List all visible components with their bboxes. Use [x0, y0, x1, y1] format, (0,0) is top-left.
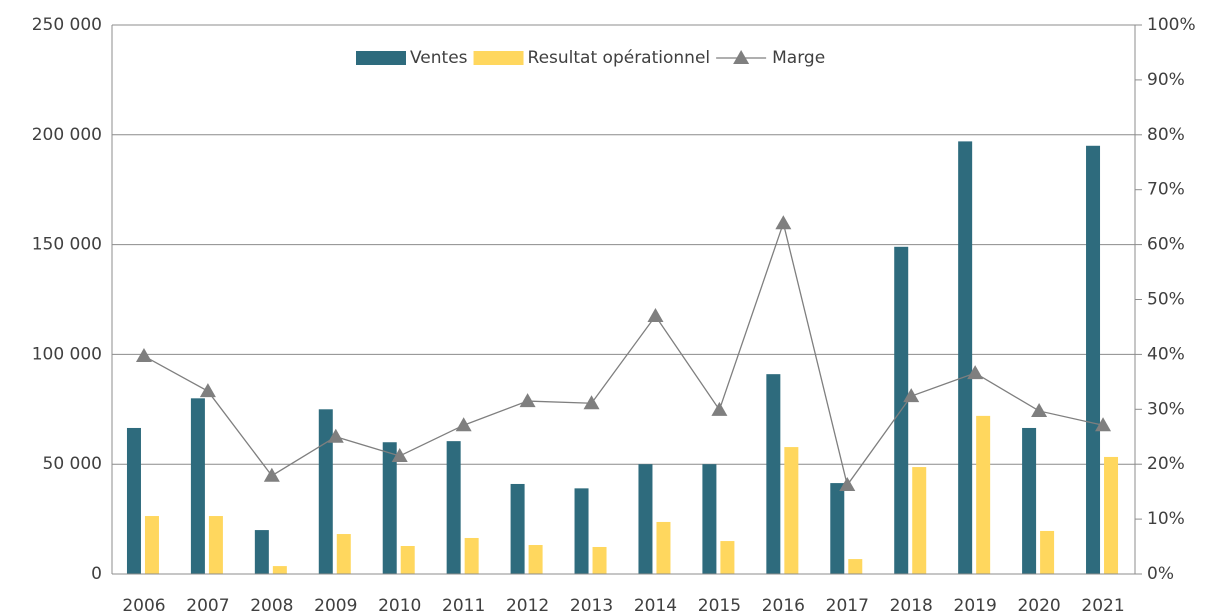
line-marker [263, 467, 280, 482]
bar [848, 559, 863, 574]
bar [382, 442, 397, 574]
y-tick-label: 100 000 [32, 344, 102, 364]
bar [1086, 145, 1101, 574]
bar [336, 534, 351, 574]
y-tick-label: 0 [91, 564, 102, 584]
x-tick-label: 2011 [442, 596, 485, 614]
bar [702, 464, 717, 574]
bar [784, 447, 799, 574]
y2-tick-label: 90% [1147, 70, 1185, 90]
y2-tick-label: 30% [1147, 399, 1185, 419]
bar [446, 441, 461, 574]
y-tick-label: 150 000 [32, 235, 102, 255]
x-tick-label: 2019 [954, 596, 997, 614]
line-marker [1031, 402, 1048, 417]
bar [318, 409, 333, 574]
bar [208, 516, 223, 574]
x-tick-label: 2008 [250, 596, 293, 614]
x-tick-label: 2010 [378, 596, 421, 614]
y2-tick-label: 40% [1147, 344, 1185, 364]
y-tick-label: 250 000 [32, 15, 102, 35]
x-tick-label: 2013 [570, 596, 613, 614]
legend-marker [733, 50, 750, 64]
bar [510, 483, 525, 574]
x-tick-label: 2018 [890, 596, 933, 614]
x-tick-label: 2021 [1081, 596, 1124, 614]
line-marker [711, 401, 728, 416]
y2-tick-label: 50% [1147, 290, 1185, 310]
bar [1022, 427, 1037, 574]
bar [830, 483, 845, 574]
bar [528, 545, 543, 574]
legend-label: Marge [772, 48, 825, 68]
line-marker [391, 447, 408, 462]
x-tick-label: 2012 [506, 596, 549, 614]
bar [1104, 456, 1119, 574]
legend-swatch [473, 51, 524, 65]
bar [272, 566, 287, 574]
x-tick-label: 2015 [698, 596, 741, 614]
bar [912, 467, 927, 574]
bar [574, 488, 589, 574]
legend-label: Ventes [410, 48, 468, 68]
legend-swatch [356, 51, 406, 65]
y2-tick-label: 80% [1147, 125, 1185, 145]
y-tick-label: 50 000 [43, 454, 102, 474]
line [143, 220, 1104, 487]
line-marker [903, 388, 920, 403]
bar [254, 530, 269, 574]
bar [656, 521, 671, 574]
bar [638, 464, 653, 574]
line-marker [135, 348, 152, 363]
bar [976, 415, 991, 574]
bar [766, 374, 781, 574]
line-marker [199, 383, 216, 398]
bar [958, 141, 973, 574]
y2-tick-label: 60% [1147, 235, 1185, 255]
y2-tick-label: 20% [1147, 454, 1185, 474]
y2-tick-label: 0% [1147, 564, 1174, 584]
line-marker [583, 395, 600, 410]
bar [464, 537, 479, 574]
x-tick-label: 2007 [186, 596, 229, 614]
line-marker [967, 365, 984, 380]
x-tick-label: 2014 [634, 596, 677, 614]
line-marker [327, 428, 344, 443]
line-marker [775, 215, 792, 230]
line-marker [839, 477, 856, 492]
legend-label: Resultat opérationnel [528, 48, 711, 68]
x-tick-label: 2009 [314, 596, 357, 614]
line-marker [519, 393, 536, 408]
bar [400, 546, 415, 574]
y2-tick-label: 10% [1147, 509, 1185, 529]
line-marker [1095, 417, 1112, 432]
y-tick-label: 200 000 [32, 125, 102, 145]
y2-tick-label: 100% [1147, 15, 1196, 35]
x-tick-label: 2020 [1017, 596, 1060, 614]
x-tick-label: 2006 [122, 596, 165, 614]
x-tick-label: 2016 [762, 596, 805, 614]
bar [144, 516, 159, 574]
bar [190, 398, 205, 574]
y2-tick-label: 70% [1147, 180, 1185, 200]
line-marker [455, 417, 472, 432]
bar [126, 427, 141, 574]
bar [1040, 530, 1055, 574]
x-tick-label: 2017 [826, 596, 869, 614]
bar [720, 541, 735, 574]
line-marker [647, 307, 664, 322]
bar [592, 546, 607, 574]
